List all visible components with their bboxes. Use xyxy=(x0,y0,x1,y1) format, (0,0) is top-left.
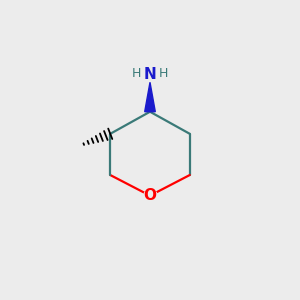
Text: O: O xyxy=(143,188,157,203)
Polygon shape xyxy=(145,82,155,112)
Text: N: N xyxy=(144,68,156,82)
Text: H: H xyxy=(159,67,168,80)
Text: H: H xyxy=(132,67,141,80)
